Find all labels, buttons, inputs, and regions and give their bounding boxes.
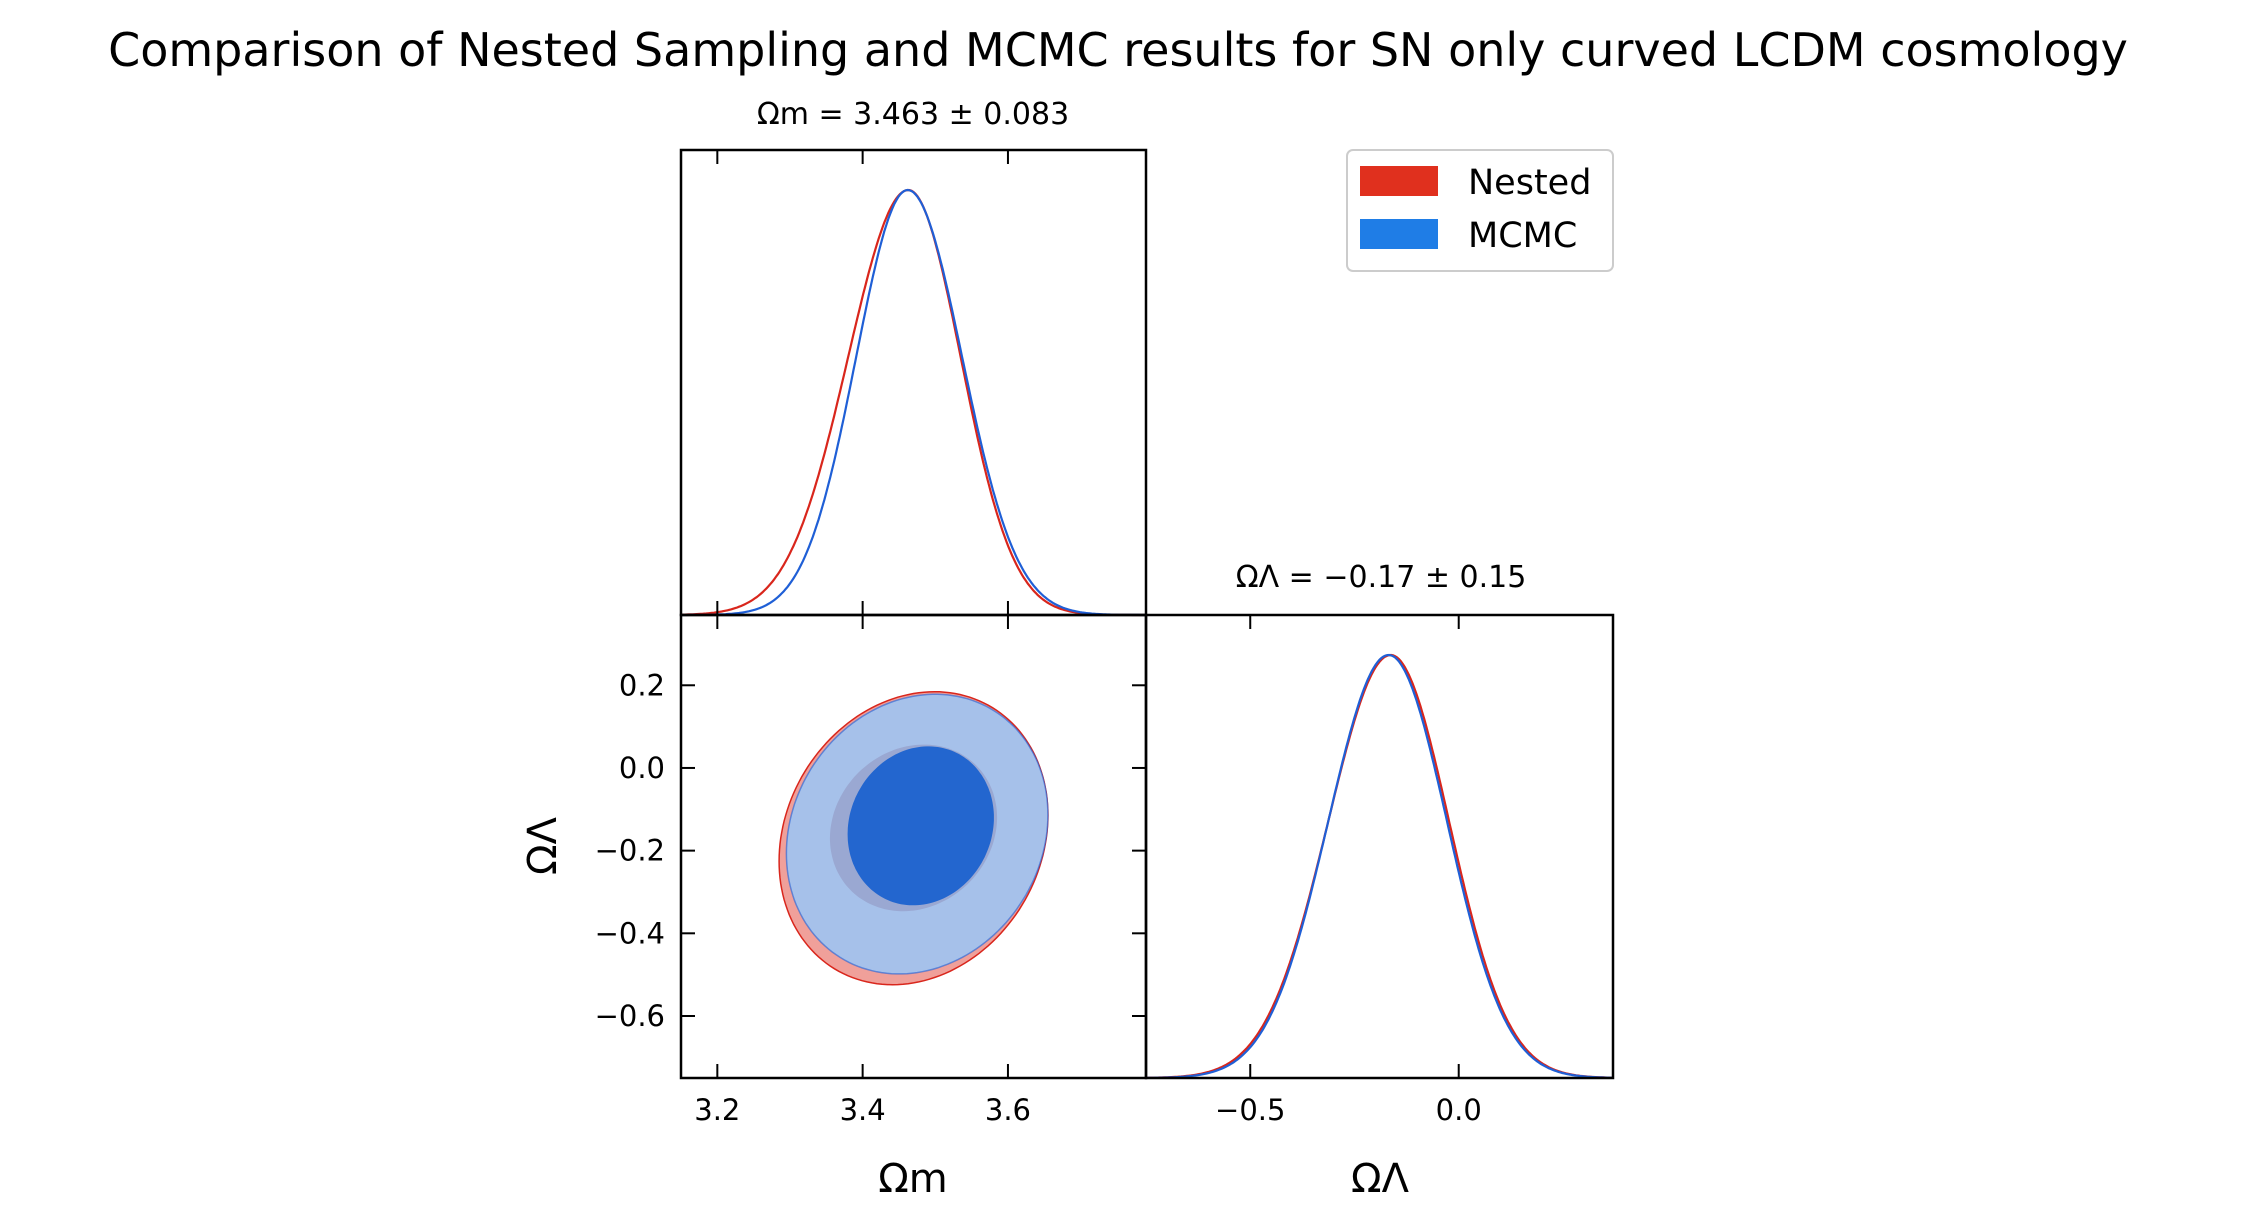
panel-ol-marginal: −0.5 0.0 xyxy=(1144,613,1615,1127)
marginal-curve-om-nested xyxy=(680,188,1146,617)
ol-summary: ΩΛ = −0.17 ± 0.15 xyxy=(1236,560,1527,595)
marginal-curve-ol-mcmc xyxy=(1145,653,1613,1079)
contour-mcmc-68 xyxy=(847,746,994,906)
panel-om-frame xyxy=(679,148,1148,617)
marginal-curve-ol-nested xyxy=(1146,653,1613,1079)
y-tick-label-ol-3: 0.0 xyxy=(619,751,665,785)
x-tick-label-om-0: 3.2 xyxy=(694,1093,740,1127)
x-tick-label-ol-0: −0.5 xyxy=(1215,1093,1285,1127)
panel-joint-2d: 3.2 3.4 3.6 −0.6 −0.4 −0.2 0.0 0.2 xyxy=(595,613,1148,1127)
y-axis-label-ol: ΩΛ xyxy=(520,816,566,875)
legend-swatch-nested xyxy=(1360,166,1438,196)
y-tick-label-ol-1: −0.4 xyxy=(595,916,665,950)
legend-swatch-mcmc xyxy=(1360,219,1438,249)
x-tick-label-om-1: 3.4 xyxy=(840,1093,886,1127)
legend-label-nested: Nested xyxy=(1468,163,1591,203)
figure-title: Comparison of Nested Sampling and MCMC r… xyxy=(108,23,2128,77)
x-axis-label-om: Ωm xyxy=(878,1156,948,1202)
om-summary: Ωm = 3.463 ± 0.083 xyxy=(757,97,1069,132)
panel-ol-frame xyxy=(1144,613,1615,1080)
x-tick-label-om-2: 3.6 xyxy=(985,1093,1031,1127)
panel-om-marginal xyxy=(679,148,1148,617)
marginal-curve-om-mcmc xyxy=(681,188,1146,617)
legend-label-mcmc: MCMC xyxy=(1468,216,1577,256)
legend: Nested MCMC xyxy=(1346,149,1614,272)
y-tick-label-ol-0: −0.6 xyxy=(595,999,665,1033)
y-tick-label-ol-4: 0.2 xyxy=(619,668,665,702)
x-tick-label-ol-1: 0.0 xyxy=(1436,1093,1482,1127)
y-tick-label-ol-2: −0.2 xyxy=(595,834,665,868)
x-axis-label-ol: ΩΛ xyxy=(1351,1156,1410,1202)
